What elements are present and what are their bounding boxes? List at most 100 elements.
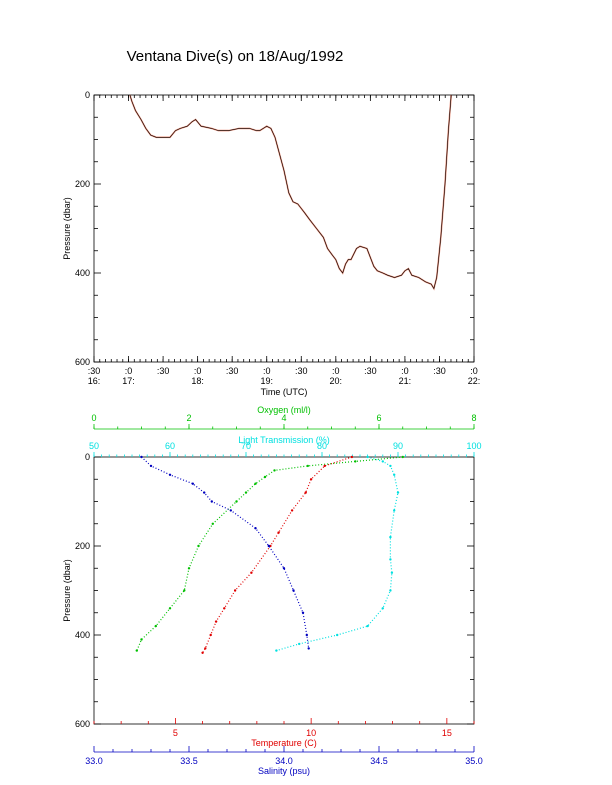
temperature-point (309, 478, 313, 481)
salinity-axis-label: Salinity (psu) (258, 766, 310, 776)
plot2-frame (93, 456, 475, 725)
plot1-track-points (129, 94, 452, 291)
transmission-point (393, 473, 396, 476)
oxygen-point (263, 475, 267, 479)
salinity-point (254, 527, 257, 530)
page-title: Ventana Dive(s) on 18/Aug/1992 (126, 48, 344, 65)
temperature-point (290, 509, 294, 512)
salinity-point (267, 544, 270, 548)
salinity-tick-label: 34.5 (370, 756, 388, 766)
transmission-tick-label: 90 (393, 441, 403, 451)
salinity-point (292, 589, 295, 592)
oxygen-axis-label: Oxygen (ml/l) (257, 405, 311, 415)
plot1-ytick-label: 400 (75, 268, 90, 278)
plot1-ylabel: Pressure (dbar) (62, 197, 72, 260)
transmission-point (381, 460, 384, 463)
plot1-xtick-label: :0 (263, 366, 271, 376)
transmission-series (275, 455, 400, 652)
plot1-track-line (129, 94, 452, 290)
plot1-xtick-label: :0 (401, 366, 409, 376)
transmission-point (389, 589, 392, 592)
plot1-xtick-label: :30 (157, 366, 170, 376)
temperature-profile-line (202, 456, 353, 654)
oxygen-tick-label: 8 (471, 413, 476, 423)
temperature-axis-label: Temperature (C) (251, 738, 317, 748)
temperature-point (223, 607, 226, 610)
salinity-point (191, 482, 194, 485)
salinity-profile-line (141, 456, 310, 649)
transmission-tick-label: 80 (317, 441, 327, 451)
plot1-ytick-label: 0 (85, 90, 90, 100)
plot1-xtick-label: :0 (470, 366, 478, 376)
transmission-point (336, 633, 339, 637)
plot1-ytick-label: 200 (75, 179, 90, 189)
temperature-tick-label: 5 (173, 728, 178, 738)
salinity-series (140, 455, 310, 650)
oxygen-tick-label: 2 (186, 413, 191, 423)
salinity-point (168, 473, 172, 476)
transmission-point (389, 558, 392, 561)
temperature-tick-label: 10 (306, 728, 316, 738)
temperature-point (250, 571, 253, 574)
temperature-point (304, 491, 307, 494)
transmission-point (396, 491, 400, 494)
temperature-point (209, 633, 212, 637)
salinity-point (282, 567, 286, 570)
transmission-point (298, 642, 301, 646)
salinity-point (307, 647, 310, 650)
salinity-point (140, 455, 143, 459)
plot1-xtick-hour: 17: (122, 376, 135, 386)
transmission-point (389, 535, 392, 539)
temperature-tick-label: 15 (442, 728, 452, 738)
temperature-point (277, 531, 280, 534)
plot1-xtick-label: :30 (364, 366, 377, 376)
plot1-xtick-hour: 19: (260, 376, 273, 386)
oxygen-point (140, 638, 143, 641)
temperature-point (201, 651, 204, 654)
oxygen-point (354, 460, 357, 463)
oxygen-profile-line (136, 456, 403, 651)
oxygen-point (154, 624, 157, 628)
temperature-point (214, 620, 218, 623)
temperature-point (204, 647, 207, 650)
salinity-tick-label: 35.0 (465, 756, 483, 766)
transmission-point (390, 571, 394, 574)
transmission-tick-label: 50 (89, 441, 99, 451)
plot1-xtick-label: :30 (433, 366, 446, 376)
salinity-point (229, 509, 232, 512)
plot1-xtick-hour: 16: (88, 376, 101, 386)
plot1-xtick-label: :0 (125, 366, 133, 376)
plot1-xtick-label: :30 (226, 366, 239, 376)
plot2-ytick-label: 200 (75, 541, 90, 551)
transmission-point (381, 607, 384, 610)
oxygen-point (211, 522, 214, 525)
plot1-xlabel: Time (UTC) (261, 387, 308, 397)
transmission-tick-label: 100 (466, 441, 481, 451)
oxygen-series (135, 455, 404, 652)
plot1-ytick-label: 600 (75, 357, 90, 367)
plot1-xtick-hour: 22: (468, 376, 481, 386)
oxygen-point (235, 500, 238, 503)
oxygen-point (168, 607, 172, 610)
oxygen-tick-label: 6 (376, 413, 381, 423)
plot2-ytick-label: 600 (75, 719, 90, 729)
plot1-xtick-hour: 21: (399, 376, 412, 386)
oxygen-point (401, 455, 404, 459)
oxygen-point (135, 649, 138, 652)
transmission-point (366, 455, 369, 459)
temperature-point (323, 464, 326, 468)
temperature-point (233, 589, 237, 592)
salinity-tick-label: 33.5 (180, 756, 198, 766)
plot1-xtick-label: :0 (194, 366, 202, 376)
transmission-point (275, 649, 278, 652)
salinity-tick-label: 33.0 (85, 756, 103, 766)
oxygen-point (244, 491, 248, 494)
plot1-xtick-hour: 20: (330, 376, 343, 386)
oxygen-point (273, 469, 276, 472)
plot2-ylabel: Pressure (dbar) (62, 559, 72, 622)
plot2-ytick-label: 0 (85, 452, 90, 462)
transmission-point (366, 624, 369, 628)
plot1-xtick-hour: 18: (191, 376, 204, 386)
plot2-ytick-label: 400 (75, 630, 90, 640)
